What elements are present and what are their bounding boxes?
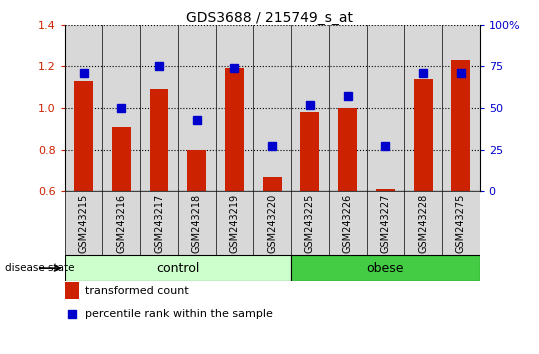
Text: GSM243226: GSM243226 [343,193,353,253]
Text: obese: obese [367,262,404,275]
Text: GSM243216: GSM243216 [116,193,126,253]
Bar [451,60,470,191]
Text: GSM243275: GSM243275 [456,193,466,253]
Bar [414,79,432,191]
Text: GSM243218: GSM243218 [192,193,202,253]
Bar [300,112,319,191]
Text: GSM243217: GSM243217 [154,193,164,253]
Text: GSM243225: GSM243225 [305,193,315,253]
Text: GSM243220: GSM243220 [267,193,277,253]
Text: GSM243215: GSM243215 [79,193,88,253]
Bar [65,282,79,298]
Text: GSM243219: GSM243219 [230,193,239,253]
Text: GSM243227: GSM243227 [381,193,390,253]
Text: control: control [156,262,199,275]
Bar [74,81,93,191]
Bar [112,127,130,191]
Bar [225,68,244,191]
Bar [291,255,480,281]
Bar [149,89,168,191]
Bar [188,149,206,191]
Text: percentile rank within the sample: percentile rank within the sample [85,309,273,319]
Text: transformed count: transformed count [85,286,189,296]
Bar [338,108,357,191]
Text: GSM243228: GSM243228 [418,193,428,253]
Text: GDS3688 / 215749_s_at: GDS3688 / 215749_s_at [186,11,353,25]
Bar [65,255,291,281]
Text: disease state: disease state [5,263,75,273]
Bar [262,177,281,191]
Bar [376,189,395,191]
